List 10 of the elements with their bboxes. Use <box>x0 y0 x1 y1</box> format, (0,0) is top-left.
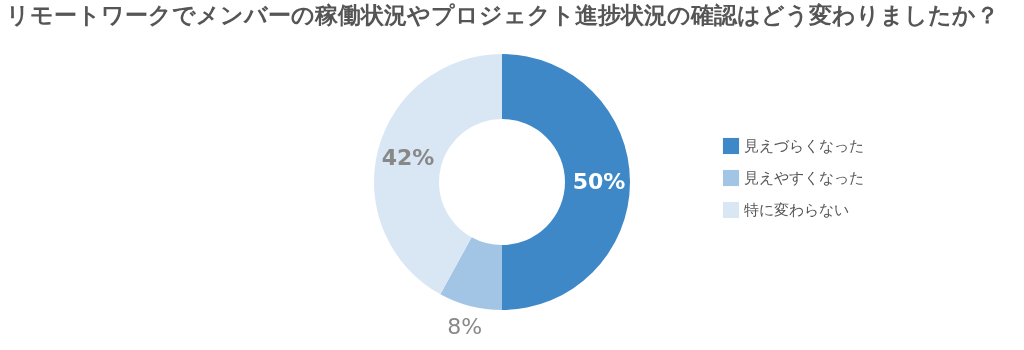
donut-slice <box>440 237 502 310</box>
legend-label: 特に変わらない <box>744 201 849 219</box>
donut-slice <box>502 54 630 310</box>
donut-slice <box>374 54 502 295</box>
chart-title: リモートワークでメンバーの稼働状況やプロジェクト進捗状況の確認はどう変わりましたか？ <box>5 2 999 28</box>
data-label: 8% <box>447 314 483 340</box>
legend-label: 見えづらくなった <box>744 137 864 155</box>
data-label: 50% <box>572 169 626 194</box>
data-label: 42% <box>381 144 435 170</box>
legend-label: 見えやすくなった <box>744 169 864 187</box>
